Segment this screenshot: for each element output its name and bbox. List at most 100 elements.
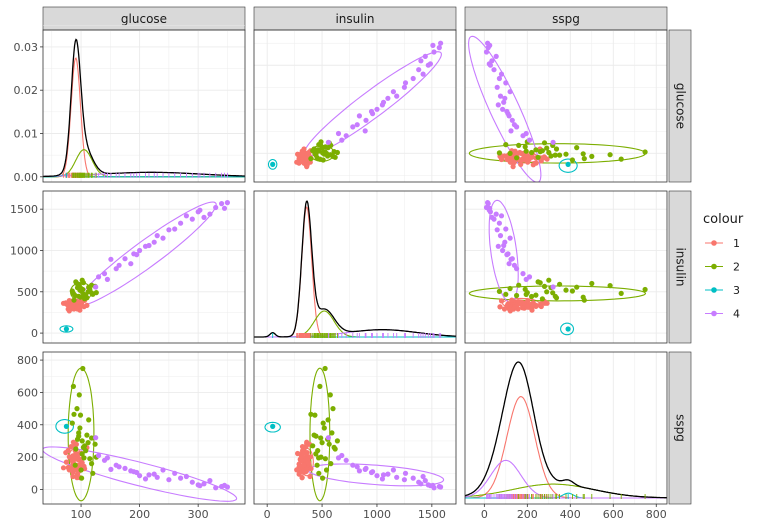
point-cluster-1: [308, 466, 314, 472]
point-cluster-2: [507, 285, 513, 292]
ellipse-cluster-2: [67, 367, 95, 502]
point-cluster-4: [410, 475, 416, 481]
point-cluster-4: [402, 470, 409, 476]
ellipse-cluster-3: [560, 322, 575, 336]
point-cluster-4: [137, 247, 143, 254]
panel-border: [464, 351, 668, 505]
point-cluster-2: [85, 440, 91, 446]
point-cluster-1: [514, 303, 520, 309]
point-cluster-4: [498, 71, 505, 77]
ellipse-cluster-2: [468, 285, 647, 302]
point-cluster-2: [642, 286, 648, 293]
point-cluster-4: [495, 102, 501, 108]
point-cluster-4: [550, 139, 556, 145]
point-cluster-1: [65, 447, 71, 454]
point-cluster-2: [81, 455, 87, 461]
strip-top-label-insulin: insulin: [335, 12, 374, 26]
y-tick-label-insulin: 1500: [10, 203, 38, 216]
point-cluster-4: [122, 256, 128, 262]
x-tick-label-sspg: 600: [603, 508, 624, 521]
point-cluster-2: [89, 461, 95, 467]
y-tick-label-sspg: 0: [31, 483, 38, 496]
point-cluster-4: [197, 483, 203, 489]
point-cluster-4: [142, 243, 149, 249]
point-cluster-1: [538, 158, 544, 164]
point-cluster-2: [529, 149, 535, 156]
point-cluster-4: [496, 75, 502, 82]
point-cluster-2: [563, 287, 569, 293]
ellipse-cluster-3: [55, 419, 74, 434]
point-cluster-4: [335, 455, 342, 461]
x-tick-label-glucose: 200: [129, 508, 150, 521]
point-cluster-4: [96, 274, 102, 280]
point-cluster-4: [166, 227, 172, 233]
point-cluster-1: [505, 156, 511, 163]
point-cluster-2: [327, 392, 333, 398]
point-cluster-4: [493, 53, 499, 60]
point-cluster-2: [308, 411, 314, 417]
point-cluster-1: [498, 298, 505, 304]
legend: colour 1 2 3 4: [703, 212, 744, 321]
strip-right-glucose: [668, 29, 692, 183]
point-cluster-4: [427, 61, 433, 67]
point-cluster-2: [642, 149, 648, 155]
point-cluster-4: [116, 464, 122, 470]
point-cluster-2: [70, 383, 76, 389]
point-cluster-2: [544, 289, 550, 295]
point-cluster-1: [63, 459, 69, 465]
point-cluster-4: [116, 262, 122, 268]
point-cluster-4: [343, 457, 349, 463]
point-cluster-2: [589, 153, 595, 159]
point-cluster-2: [79, 438, 85, 444]
ellipse-cluster-3: [267, 158, 278, 170]
point-cluster-3: [63, 326, 69, 332]
point-cluster-1: [70, 473, 76, 480]
point-cluster-4: [108, 466, 114, 472]
density-curve-cluster-1: [254, 206, 456, 338]
point-cluster-4: [178, 475, 184, 481]
point-cluster-4: [178, 220, 184, 226]
point-cluster-4: [134, 469, 140, 476]
point-cluster-4: [410, 75, 416, 82]
point-cluster-4: [183, 213, 189, 219]
point-cluster-2: [310, 148, 316, 154]
point-cluster-4: [224, 484, 230, 490]
point-cluster-2: [71, 411, 77, 417]
panel-border: [253, 29, 457, 183]
point-cluster-1: [517, 299, 523, 305]
point-cluster-2: [323, 467, 330, 473]
point-cluster-2: [73, 446, 79, 452]
point-cluster-4: [504, 108, 510, 115]
point-cluster-4: [489, 58, 495, 64]
point-cluster-4: [498, 213, 505, 219]
point-cluster-2: [503, 142, 509, 148]
point-cluster-2: [310, 443, 316, 449]
point-cluster-4: [151, 239, 157, 245]
density-curve-total: [465, 361, 667, 499]
panel-glucose-insulin: [253, 29, 457, 183]
point-cluster-4: [394, 93, 400, 99]
point-cluster-4: [96, 452, 102, 459]
point-cluster-1: [524, 153, 530, 159]
point-cluster-4: [500, 247, 506, 254]
point-cluster-4: [350, 124, 356, 130]
x-tick-label-insulin: 1500: [418, 508, 446, 521]
point-cluster-2: [90, 470, 96, 476]
panel-insulin-insulin: [253, 190, 457, 344]
point-cluster-4: [207, 211, 213, 217]
x-tick-label-sspg: 200: [517, 508, 538, 521]
point-cluster-4: [368, 469, 375, 476]
point-cluster-4: [339, 137, 345, 143]
point-cluster-2: [553, 146, 560, 152]
point-cluster-2: [552, 152, 558, 158]
point-cluster-4: [207, 478, 213, 484]
panel-border: [464, 190, 668, 344]
point-cluster-1: [301, 445, 307, 451]
panel-border: [253, 351, 457, 505]
point-cluster-1: [68, 303, 74, 310]
y-tick-label-density: 0.01: [14, 127, 39, 140]
point-cluster-2: [87, 456, 93, 462]
point-cluster-4: [506, 261, 512, 267]
point-cluster-2: [563, 151, 569, 157]
point-cluster-4: [502, 95, 508, 101]
